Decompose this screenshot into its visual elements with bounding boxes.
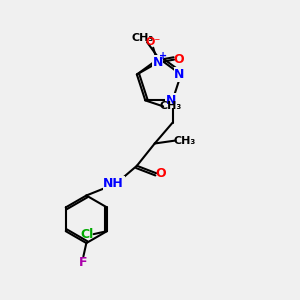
Text: O: O bbox=[173, 53, 184, 66]
Text: O: O bbox=[155, 167, 166, 180]
Text: +: + bbox=[159, 51, 167, 61]
Text: Cl: Cl bbox=[80, 228, 94, 241]
Text: N: N bbox=[152, 56, 163, 69]
Text: CH₃: CH₃ bbox=[173, 136, 196, 146]
Text: N: N bbox=[166, 94, 176, 107]
Text: NH: NH bbox=[103, 177, 124, 190]
Text: CH₃: CH₃ bbox=[159, 101, 182, 111]
Text: O⁻: O⁻ bbox=[146, 38, 161, 47]
Text: CH₃: CH₃ bbox=[131, 33, 154, 43]
Text: N: N bbox=[174, 68, 185, 81]
Text: F: F bbox=[79, 256, 88, 269]
